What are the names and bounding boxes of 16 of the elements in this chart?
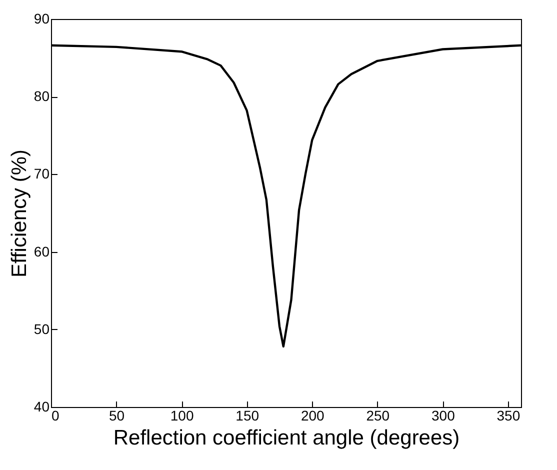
y-tick-label: 50: [34, 320, 50, 337]
x-tick-label: 0: [52, 408, 60, 424]
x-tick-label: 100: [170, 408, 194, 424]
x-tick-label: 150: [236, 408, 260, 424]
x-tick-label: 250: [366, 408, 390, 424]
x-tick-label: 350: [496, 408, 520, 424]
y-axis-title: Efficiency (%): [8, 150, 31, 278]
y-tick-label: 70: [34, 166, 50, 182]
y-tick-label: 60: [34, 243, 50, 260]
y-tick-label: 90: [34, 10, 50, 26]
x-tick-label: 300: [431, 408, 456, 424]
y-tick-label: 80: [34, 88, 50, 104]
x-axis-title: Reflection coefficient angle (degrees): [113, 426, 460, 450]
y-tick-label: 40: [34, 398, 50, 414]
x-tick-label: 200: [300, 408, 325, 424]
x-tick-label: 50: [108, 408, 125, 424]
